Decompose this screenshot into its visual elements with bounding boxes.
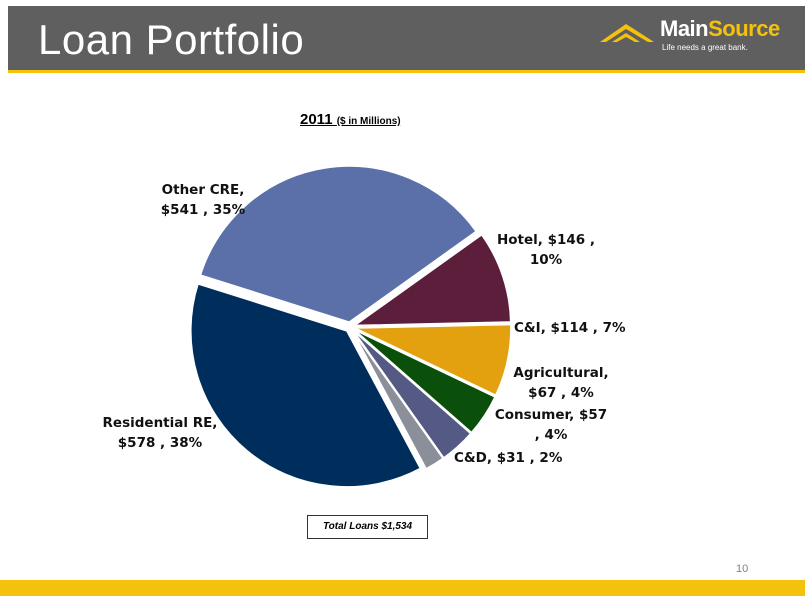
title-bar-rule xyxy=(8,70,805,73)
pie-slice-other-cre xyxy=(199,165,478,323)
pie-slice-c-i xyxy=(354,323,512,397)
page-title: Loan Portfolio xyxy=(38,16,305,63)
pie-slice-agricultural xyxy=(353,329,496,434)
pie-slice-consumer xyxy=(352,330,472,459)
title-bar xyxy=(8,6,805,70)
label-consumer: Consumer, $57 , 4% xyxy=(494,407,608,443)
chart-title-units: ($ in Millions) xyxy=(336,116,401,127)
page-number: 10 xyxy=(736,563,749,575)
roof-logo-icon xyxy=(600,24,654,42)
label-ci: C&I, $114 , 7% xyxy=(514,320,626,336)
pie-slice-c-d xyxy=(351,330,445,470)
pie-slice-residential-re xyxy=(190,282,422,488)
chart-title: 2011 ($ in Millions) xyxy=(300,111,401,128)
chart-title-year: 2011 xyxy=(300,111,333,128)
label-residential-re: Residential RE, $578 , 38% xyxy=(102,415,218,451)
label-agricultural: Agricultural, $67 , 4% xyxy=(513,365,609,401)
logo-wordmark: MainSource xyxy=(660,16,780,41)
footer-bar xyxy=(0,580,805,596)
logo-tagline: Life needs a great bank. xyxy=(662,43,748,52)
pie-slice-hotel xyxy=(352,233,512,327)
label-hotel: Hotel, $146 , 10% xyxy=(496,232,596,268)
label-cd: C&D, $31 , 2% xyxy=(454,450,563,466)
mainsource-logo: MainSource Life needs a great bank. xyxy=(598,16,805,60)
total-loans-box: Total Loans $1,534 xyxy=(307,515,428,539)
label-other-cre: Other CRE, $541 , 35% xyxy=(160,182,246,218)
